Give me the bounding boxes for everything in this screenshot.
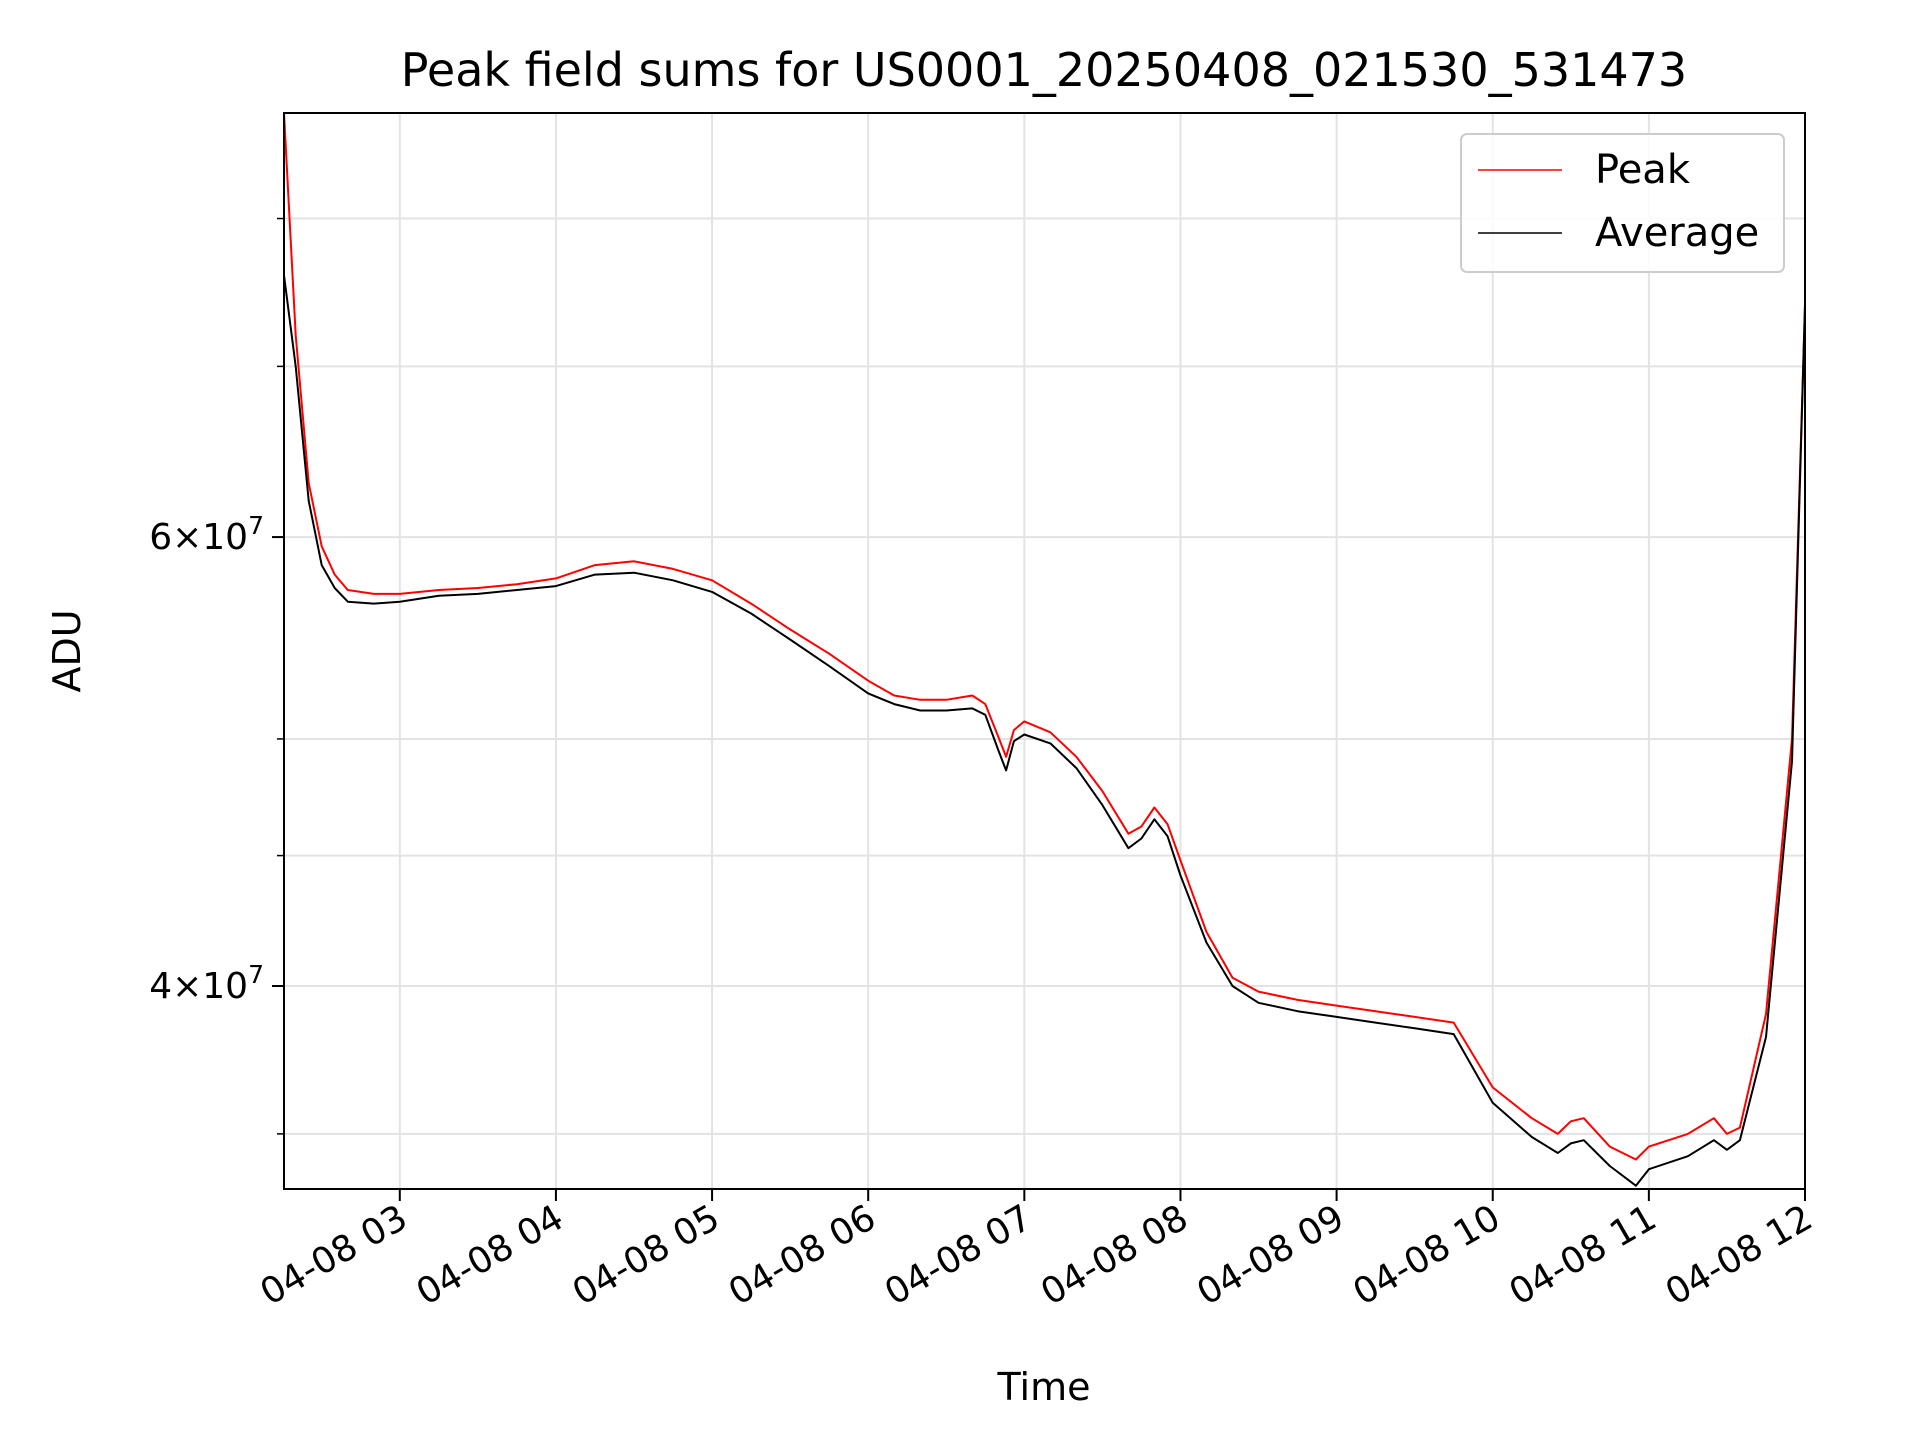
series-line-average	[283, 275, 1806, 1187]
x-axis-label: Time	[997, 1365, 1091, 1409]
legend-peak-label: Peak	[1595, 147, 1691, 193]
legend-box	[1460, 133, 1785, 273]
y-axis: 4×107 6×107	[149, 217, 284, 1135]
plot-frame	[283, 112, 1806, 1190]
series-line-peak	[283, 112, 1806, 1161]
series-layer	[283, 112, 1806, 1187]
y-tick-label: 4×107	[149, 960, 264, 1007]
legend-average-label: Average	[1595, 210, 1759, 256]
y-tick-label: 6×107	[149, 511, 264, 558]
legend: Peak Average	[1460, 133, 1785, 273]
chart-title: Peak field sums for US0001_20250408_0215…	[401, 43, 1687, 97]
y-axis-label: ADU	[45, 609, 89, 692]
